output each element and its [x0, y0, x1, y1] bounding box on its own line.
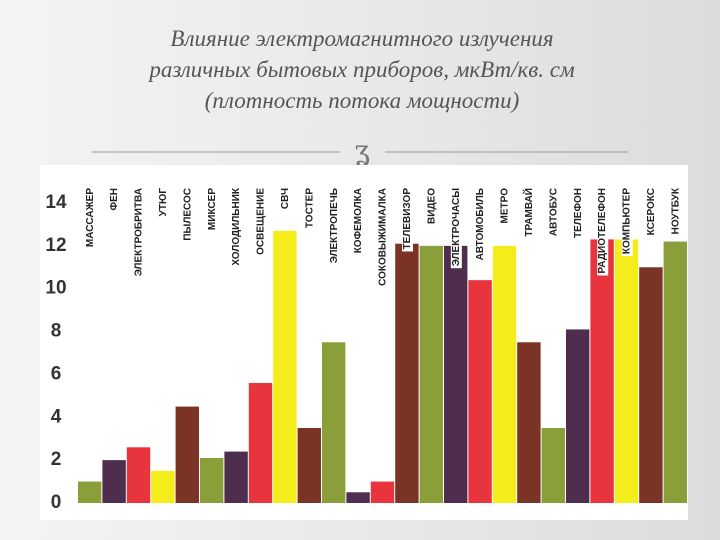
bar — [224, 451, 248, 503]
label-background — [621, 185, 633, 257]
x-tick-label: АВТОМОБИЛЬ — [475, 188, 486, 260]
bar — [517, 342, 541, 503]
x-tick-label: МЕТРО — [500, 188, 511, 224]
ornament: ʓ — [354, 134, 370, 167]
bar — [151, 470, 175, 503]
bar — [590, 239, 614, 503]
y-tick-label: 10 — [45, 278, 66, 299]
x-tick-label: КОФЕМОЛКА — [353, 188, 364, 253]
y-tick-label: 4 — [51, 406, 62, 427]
x-tick-label: ЭЛЕКТРОЧАСЫ — [451, 188, 462, 266]
label-background — [426, 185, 438, 226]
y-tick-label: 2 — [51, 449, 62, 470]
bar — [492, 245, 517, 503]
x-tick-label: ТРАМВАЙ — [522, 188, 535, 237]
bar — [614, 239, 639, 503]
label-background — [597, 186, 609, 276]
label-background — [84, 185, 96, 250]
y-tick-label: 8 — [51, 321, 62, 342]
bar — [639, 267, 663, 503]
bar — [200, 458, 224, 503]
label-background — [304, 185, 316, 231]
x-tick-label: ФЕН — [109, 188, 120, 210]
label-background — [450, 185, 462, 269]
bar — [248, 383, 273, 503]
bar — [175, 406, 199, 503]
bar — [468, 280, 492, 503]
x-tick-label: ВИДЕО — [426, 188, 437, 224]
bar — [370, 481, 395, 503]
x-tick-label: КСЕРОКС — [646, 188, 657, 235]
label-background — [109, 186, 121, 213]
x-tick-label: ПЫЛЕСОС — [182, 188, 193, 241]
x-tick-label: СВЧ — [280, 188, 291, 209]
x-tick-label: НОУТБУК — [670, 187, 681, 234]
bar — [78, 481, 102, 503]
bar — [126, 447, 151, 503]
x-tick-label: УТЮГ — [158, 188, 169, 217]
label-background — [522, 186, 536, 239]
label-background — [255, 185, 267, 257]
bar — [663, 241, 687, 504]
label-background — [572, 186, 584, 240]
y-tick-label: 12 — [45, 235, 66, 256]
x-tick-label: ЭЛЕКТРОПЕЧЬ — [329, 188, 340, 263]
chart-title: Влияние электромагнитного излучения — [170, 26, 553, 51]
label-background — [133, 186, 145, 279]
chart-title: различных бытовых приборов, мкВт/кв. см — [147, 57, 575, 82]
x-tick-label: ЭЛЕКТРОБРИТВА — [134, 188, 145, 276]
bar — [273, 230, 297, 503]
bar — [444, 245, 468, 503]
label-background — [646, 186, 658, 238]
y-tick-label: 0 — [51, 492, 62, 513]
label-background — [231, 185, 243, 268]
label-background — [353, 186, 365, 256]
label-background — [475, 186, 487, 263]
label-background — [280, 186, 292, 212]
label-background — [499, 185, 511, 226]
x-tick-label: КОМПЬЮТЕР — [622, 188, 633, 254]
label-background — [402, 185, 414, 252]
bar — [419, 245, 443, 503]
bar — [322, 342, 346, 503]
x-tick-label: МИКСЕР — [207, 188, 218, 230]
label-background — [548, 186, 560, 239]
y-tick-label: 14 — [45, 192, 67, 213]
x-tick-label: ТОСТЕР — [304, 188, 315, 228]
label-background — [182, 186, 194, 243]
label-background — [328, 186, 340, 266]
x-tick-label: ТЕЛЕФОН — [573, 188, 584, 238]
bar — [541, 428, 565, 503]
bar — [395, 243, 419, 503]
x-tick-label: ОСВЕЩЕНИЕ — [256, 188, 267, 255]
bar — [297, 428, 321, 503]
label-background — [158, 185, 170, 219]
bar — [346, 492, 370, 503]
label-background — [206, 185, 218, 233]
x-tick-label: ХОЛОДИЛЬНИК — [231, 187, 242, 266]
x-tick-label: СОКОВЫЖИМАЛКА — [378, 188, 389, 286]
x-tick-label: МАССАЖЕР — [85, 188, 96, 247]
y-tick-label: 6 — [51, 363, 62, 384]
bar — [102, 460, 126, 503]
label-background — [377, 186, 389, 288]
x-tick-label: ТЕЛЕВИЗОР — [402, 188, 413, 250]
chart-title: (плотность потока мощности) — [205, 88, 520, 113]
bar — [566, 329, 590, 503]
x-tick-label: РАДИОТЕЛЕФОН — [597, 188, 608, 273]
label-background — [670, 185, 682, 237]
x-tick-label: АВТОБУС — [548, 188, 559, 236]
